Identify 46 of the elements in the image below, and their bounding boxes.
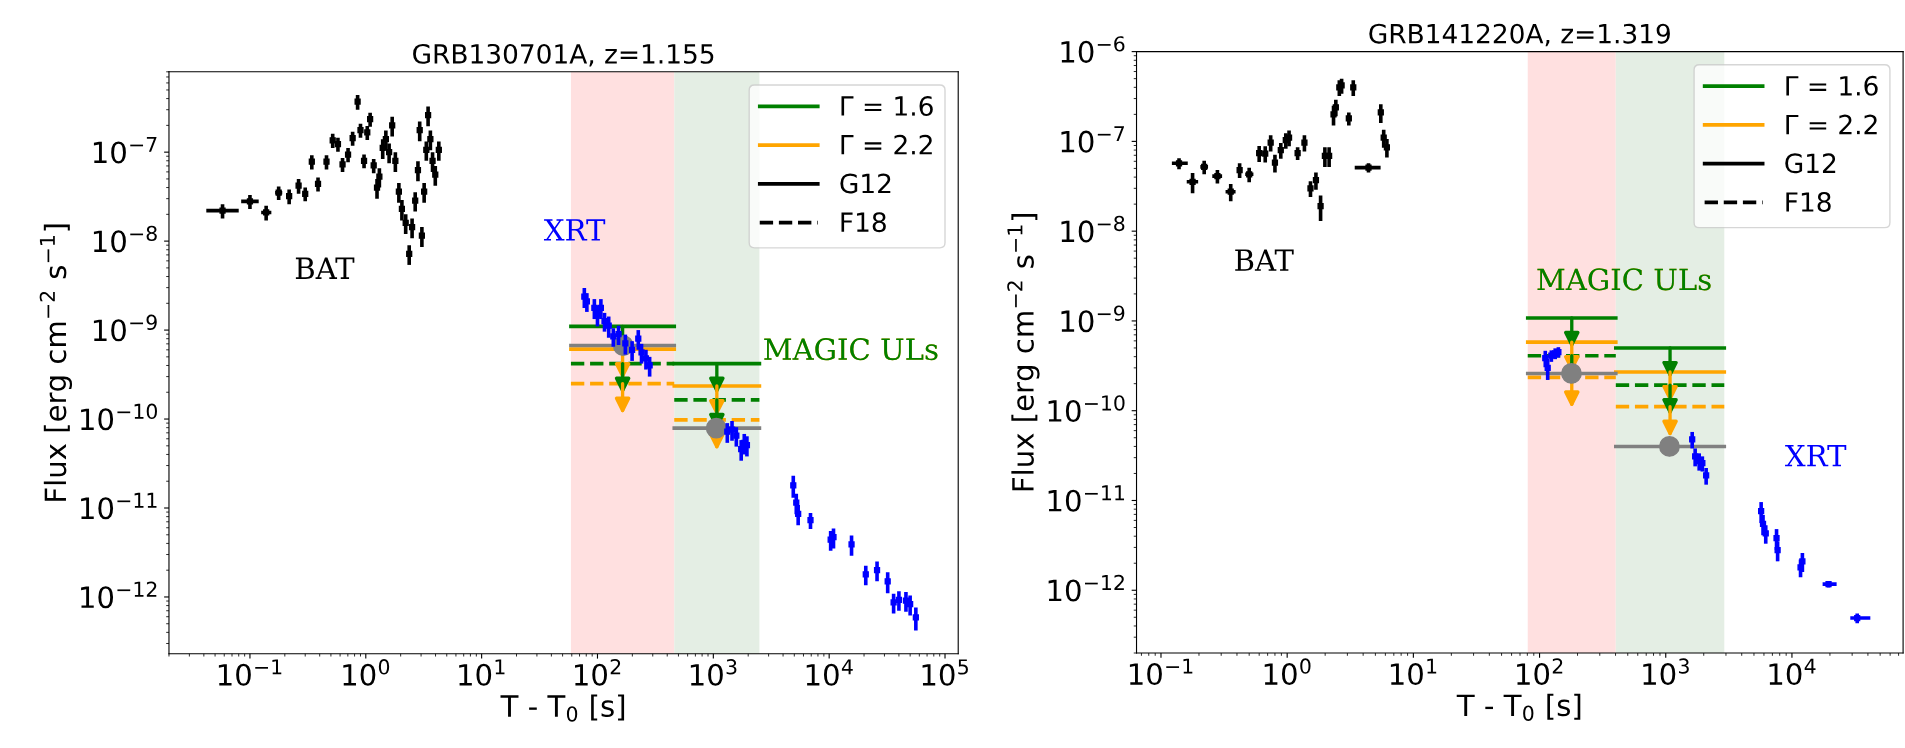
x-tick-label: 10$^{−1}$	[218, 659, 282, 686]
annotation: MAGIC ULs	[1537, 268, 1711, 291]
x-tick-label: 10$^{3}$	[1643, 658, 1689, 686]
y-tick-label: 10$^{−8}$	[1061, 215, 1125, 243]
legend-label: Γ = 2.2	[841, 134, 932, 155]
y-tick-label: 10$^{−10}$	[81, 403, 157, 431]
y-tick-label: 10$^{−8}$	[93, 225, 157, 253]
legend-label: G12	[1785, 153, 1836, 174]
x-tick-label: 10$^{5}$	[922, 659, 968, 686]
x-tick-label: 10$^{4}$	[806, 659, 853, 686]
y-tick-label: 10$^{−9}$	[1061, 305, 1125, 333]
y-tick-label: 10$^{−7}$	[1061, 126, 1124, 153]
y-tick-label: 10$^{−6}$	[1061, 36, 1125, 63]
y-tick-label: 10$^{−12}$	[81, 581, 157, 609]
y-tick-label: 10$^{−11}$	[81, 492, 157, 520]
chart-title: GRB141220A, z=1.319	[1369, 23, 1670, 47]
y-tick-label: 10$^{−10}$	[1048, 395, 1125, 422]
x-tick-label: 10$^{2}$	[575, 659, 621, 686]
x-tick-label: 10$^{1}$	[1390, 658, 1437, 686]
legend-label: Γ = 1.6	[841, 96, 933, 116]
legend-label: Γ = 1.6	[1786, 75, 1878, 96]
y-tick-label: 10$^{−11}$	[1048, 485, 1125, 512]
y-tick-label: 10$^{−12}$	[1048, 574, 1124, 602]
legend-label: F18	[841, 212, 886, 233]
x-tick-label: 10$^{0}$	[1264, 658, 1311, 686]
y-axis-title: Flux [erg cm$^{−2}$ s$^{−1}$]	[1007, 214, 1040, 491]
x-tick-label: 10$^{3}$	[690, 659, 737, 686]
annotation: XRT	[543, 219, 606, 241]
legend-label: G12	[840, 173, 891, 194]
annotation: BAT	[1235, 249, 1294, 271]
x-tick-label: 10$^{1}$	[459, 659, 505, 686]
x-tick-label: 10$^{2}$	[1517, 658, 1563, 686]
y-tick-label: 10$^{−9}$	[93, 314, 157, 342]
y-axis-title: Flux [erg cm$^{−2}$ s$^{−1}$]	[39, 224, 73, 501]
x-axis-title: T - T$_{0}$ [s]	[500, 694, 625, 722]
x-tick-label: 10$^{0}$	[343, 659, 390, 686]
x-tick-label: 10$^{4}$	[1769, 658, 1816, 686]
x-tick-label: 10$^{−1}$	[1129, 658, 1193, 686]
annotation: MAGIC ULs	[764, 338, 938, 361]
x-axis-title: T - T$_{0}$ [s]	[1456, 693, 1581, 721]
legend-label: F18	[1786, 192, 1831, 212]
annotation: BAT	[295, 257, 355, 279]
legend-label: Γ = 2.2	[1786, 114, 1877, 135]
y-tick-label: 10$^{−7}$	[93, 136, 157, 164]
chart-title: GRB130701A, z=1.155	[413, 43, 714, 67]
annotation: XRT	[1785, 444, 1847, 467]
